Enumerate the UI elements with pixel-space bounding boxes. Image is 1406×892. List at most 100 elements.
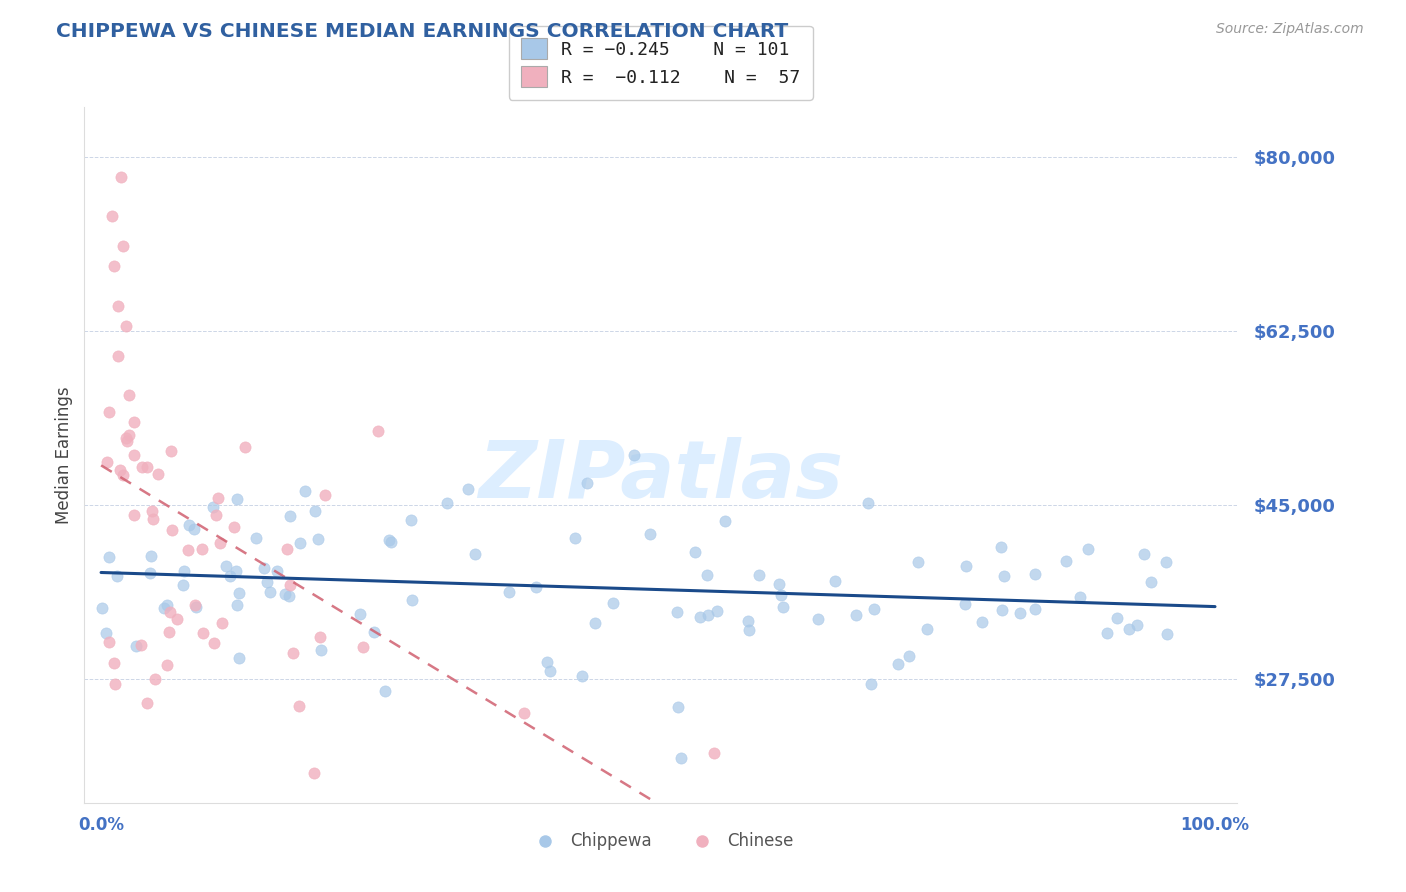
Point xyxy=(226,598,249,612)
Point xyxy=(191,542,214,557)
Point xyxy=(1126,618,1149,632)
Point xyxy=(436,496,458,510)
Point xyxy=(1024,601,1046,615)
Point xyxy=(156,657,179,672)
Point xyxy=(91,600,114,615)
Point xyxy=(887,657,910,672)
Point xyxy=(124,415,146,429)
Point xyxy=(276,542,298,557)
Point xyxy=(1156,626,1178,640)
Point xyxy=(166,612,188,626)
Point xyxy=(538,664,561,678)
Point xyxy=(115,431,138,445)
Point xyxy=(689,610,711,624)
Point xyxy=(583,616,606,631)
Point xyxy=(738,623,761,637)
Y-axis label: Median Earnings: Median Earnings xyxy=(55,386,73,524)
Point xyxy=(602,596,624,610)
Point xyxy=(457,482,479,496)
Point xyxy=(160,524,183,538)
Point xyxy=(124,508,146,522)
Point xyxy=(159,605,181,619)
Point xyxy=(1097,626,1119,640)
Point xyxy=(274,587,297,601)
Point xyxy=(173,564,195,578)
Point xyxy=(768,577,790,591)
Point xyxy=(309,631,332,645)
Point xyxy=(177,518,200,533)
Point xyxy=(97,634,120,648)
Point xyxy=(1008,606,1031,620)
Point xyxy=(1069,591,1091,605)
Point xyxy=(205,508,228,522)
Text: ZIPatlas: ZIPatlas xyxy=(478,437,844,515)
Point xyxy=(666,700,689,714)
Point xyxy=(135,696,157,710)
Point xyxy=(105,569,128,583)
Point xyxy=(112,239,135,253)
Point xyxy=(143,672,166,686)
Point xyxy=(669,751,692,765)
Point xyxy=(748,568,770,582)
Point xyxy=(772,599,794,614)
Point xyxy=(104,677,127,691)
Point xyxy=(172,578,194,592)
Point xyxy=(993,569,1015,583)
Point xyxy=(207,491,229,505)
Point xyxy=(352,640,374,654)
Point xyxy=(706,604,728,618)
Point xyxy=(139,566,162,581)
Point xyxy=(845,608,868,623)
Point xyxy=(202,636,225,650)
Point xyxy=(107,349,129,363)
Point xyxy=(858,496,880,510)
Point xyxy=(990,540,1012,554)
Point xyxy=(713,514,735,528)
Point xyxy=(955,597,977,611)
Point xyxy=(112,467,135,482)
Point xyxy=(897,648,920,663)
Point xyxy=(770,589,793,603)
Point xyxy=(281,646,304,660)
Point xyxy=(1154,555,1177,569)
Point xyxy=(97,549,120,564)
Point xyxy=(378,533,401,547)
Point xyxy=(576,475,599,490)
Point xyxy=(114,318,136,333)
Point xyxy=(157,624,180,639)
Point xyxy=(288,698,311,713)
Point xyxy=(1133,547,1156,561)
Text: Source: ZipAtlas.com: Source: ZipAtlas.com xyxy=(1216,22,1364,37)
Point xyxy=(101,210,124,224)
Point xyxy=(524,581,547,595)
Point xyxy=(367,425,389,439)
Point xyxy=(536,655,558,669)
Point xyxy=(280,577,302,591)
Point xyxy=(571,669,593,683)
Point xyxy=(464,547,486,561)
Point xyxy=(696,568,718,582)
Point xyxy=(266,564,288,578)
Point xyxy=(208,536,231,550)
Point xyxy=(401,593,423,607)
Point xyxy=(211,616,233,631)
Point xyxy=(98,405,121,419)
Point xyxy=(125,639,148,653)
Point xyxy=(141,504,163,518)
Point xyxy=(253,561,276,575)
Point xyxy=(513,706,536,721)
Point xyxy=(991,603,1014,617)
Point xyxy=(859,677,882,691)
Point xyxy=(184,600,207,615)
Point xyxy=(110,169,132,184)
Point xyxy=(245,532,267,546)
Point xyxy=(807,612,830,626)
Point xyxy=(103,259,125,273)
Point xyxy=(1105,610,1128,624)
Point xyxy=(115,434,138,448)
Point xyxy=(184,598,207,612)
Point xyxy=(640,527,662,541)
Point xyxy=(1118,622,1140,636)
Point xyxy=(259,585,281,599)
Point xyxy=(228,650,250,665)
